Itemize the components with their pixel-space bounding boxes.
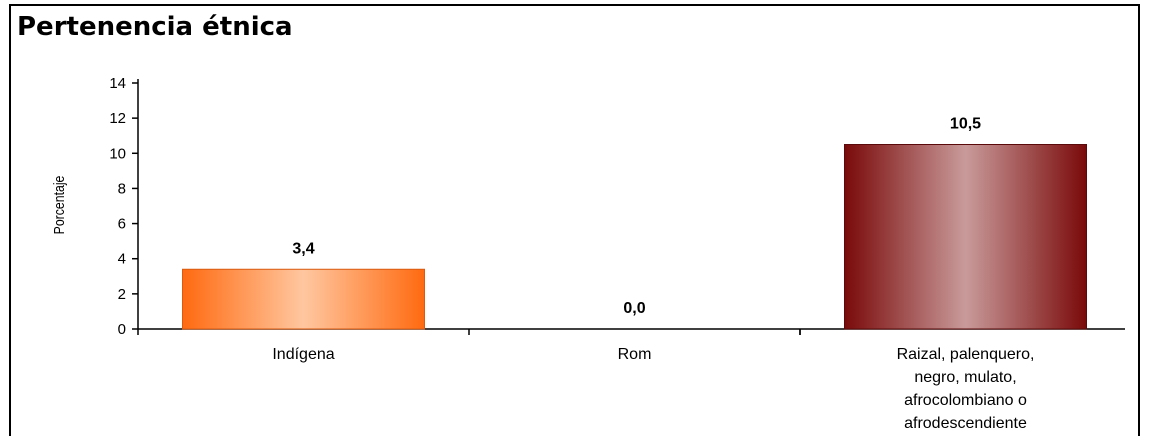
y-tick-label: 2 — [118, 286, 126, 303]
y-tick-label: 14 — [109, 75, 126, 92]
y-tick-label: 0 — [118, 321, 126, 338]
y-tick-label: 10 — [109, 145, 126, 162]
category-label-2: afrodescendiente — [904, 415, 1027, 432]
data-label-1: 0,0 — [623, 300, 645, 317]
data-label-0: 3,4 — [292, 240, 314, 257]
labels: 3,4 Indígena 0,0 Rom 10,5 Raizal, palenquero,… — [272, 116, 1034, 433]
y-tick-label: 4 — [118, 251, 126, 268]
y-tick-label: 12 — [109, 110, 126, 127]
category-label-2: afrocolombiano o — [904, 392, 1027, 409]
y-tick-label: 6 — [118, 216, 126, 233]
data-label-2: 10,5 — [950, 116, 981, 133]
y-tick-label: 8 — [118, 180, 126, 197]
bar-2 — [844, 144, 1087, 330]
category-label-2: negro, mulato, — [914, 369, 1016, 386]
chart-title: Pertenencia étnica — [17, 12, 293, 42]
bar-0 — [182, 268, 425, 330]
y-axis-title: Porcentaje — [51, 175, 67, 234]
bars — [182, 144, 1087, 330]
category-label-1: Rom — [618, 346, 652, 363]
category-label-0: Indígena — [272, 346, 334, 363]
category-label-2: Raizal, palenquero, — [897, 346, 1035, 363]
